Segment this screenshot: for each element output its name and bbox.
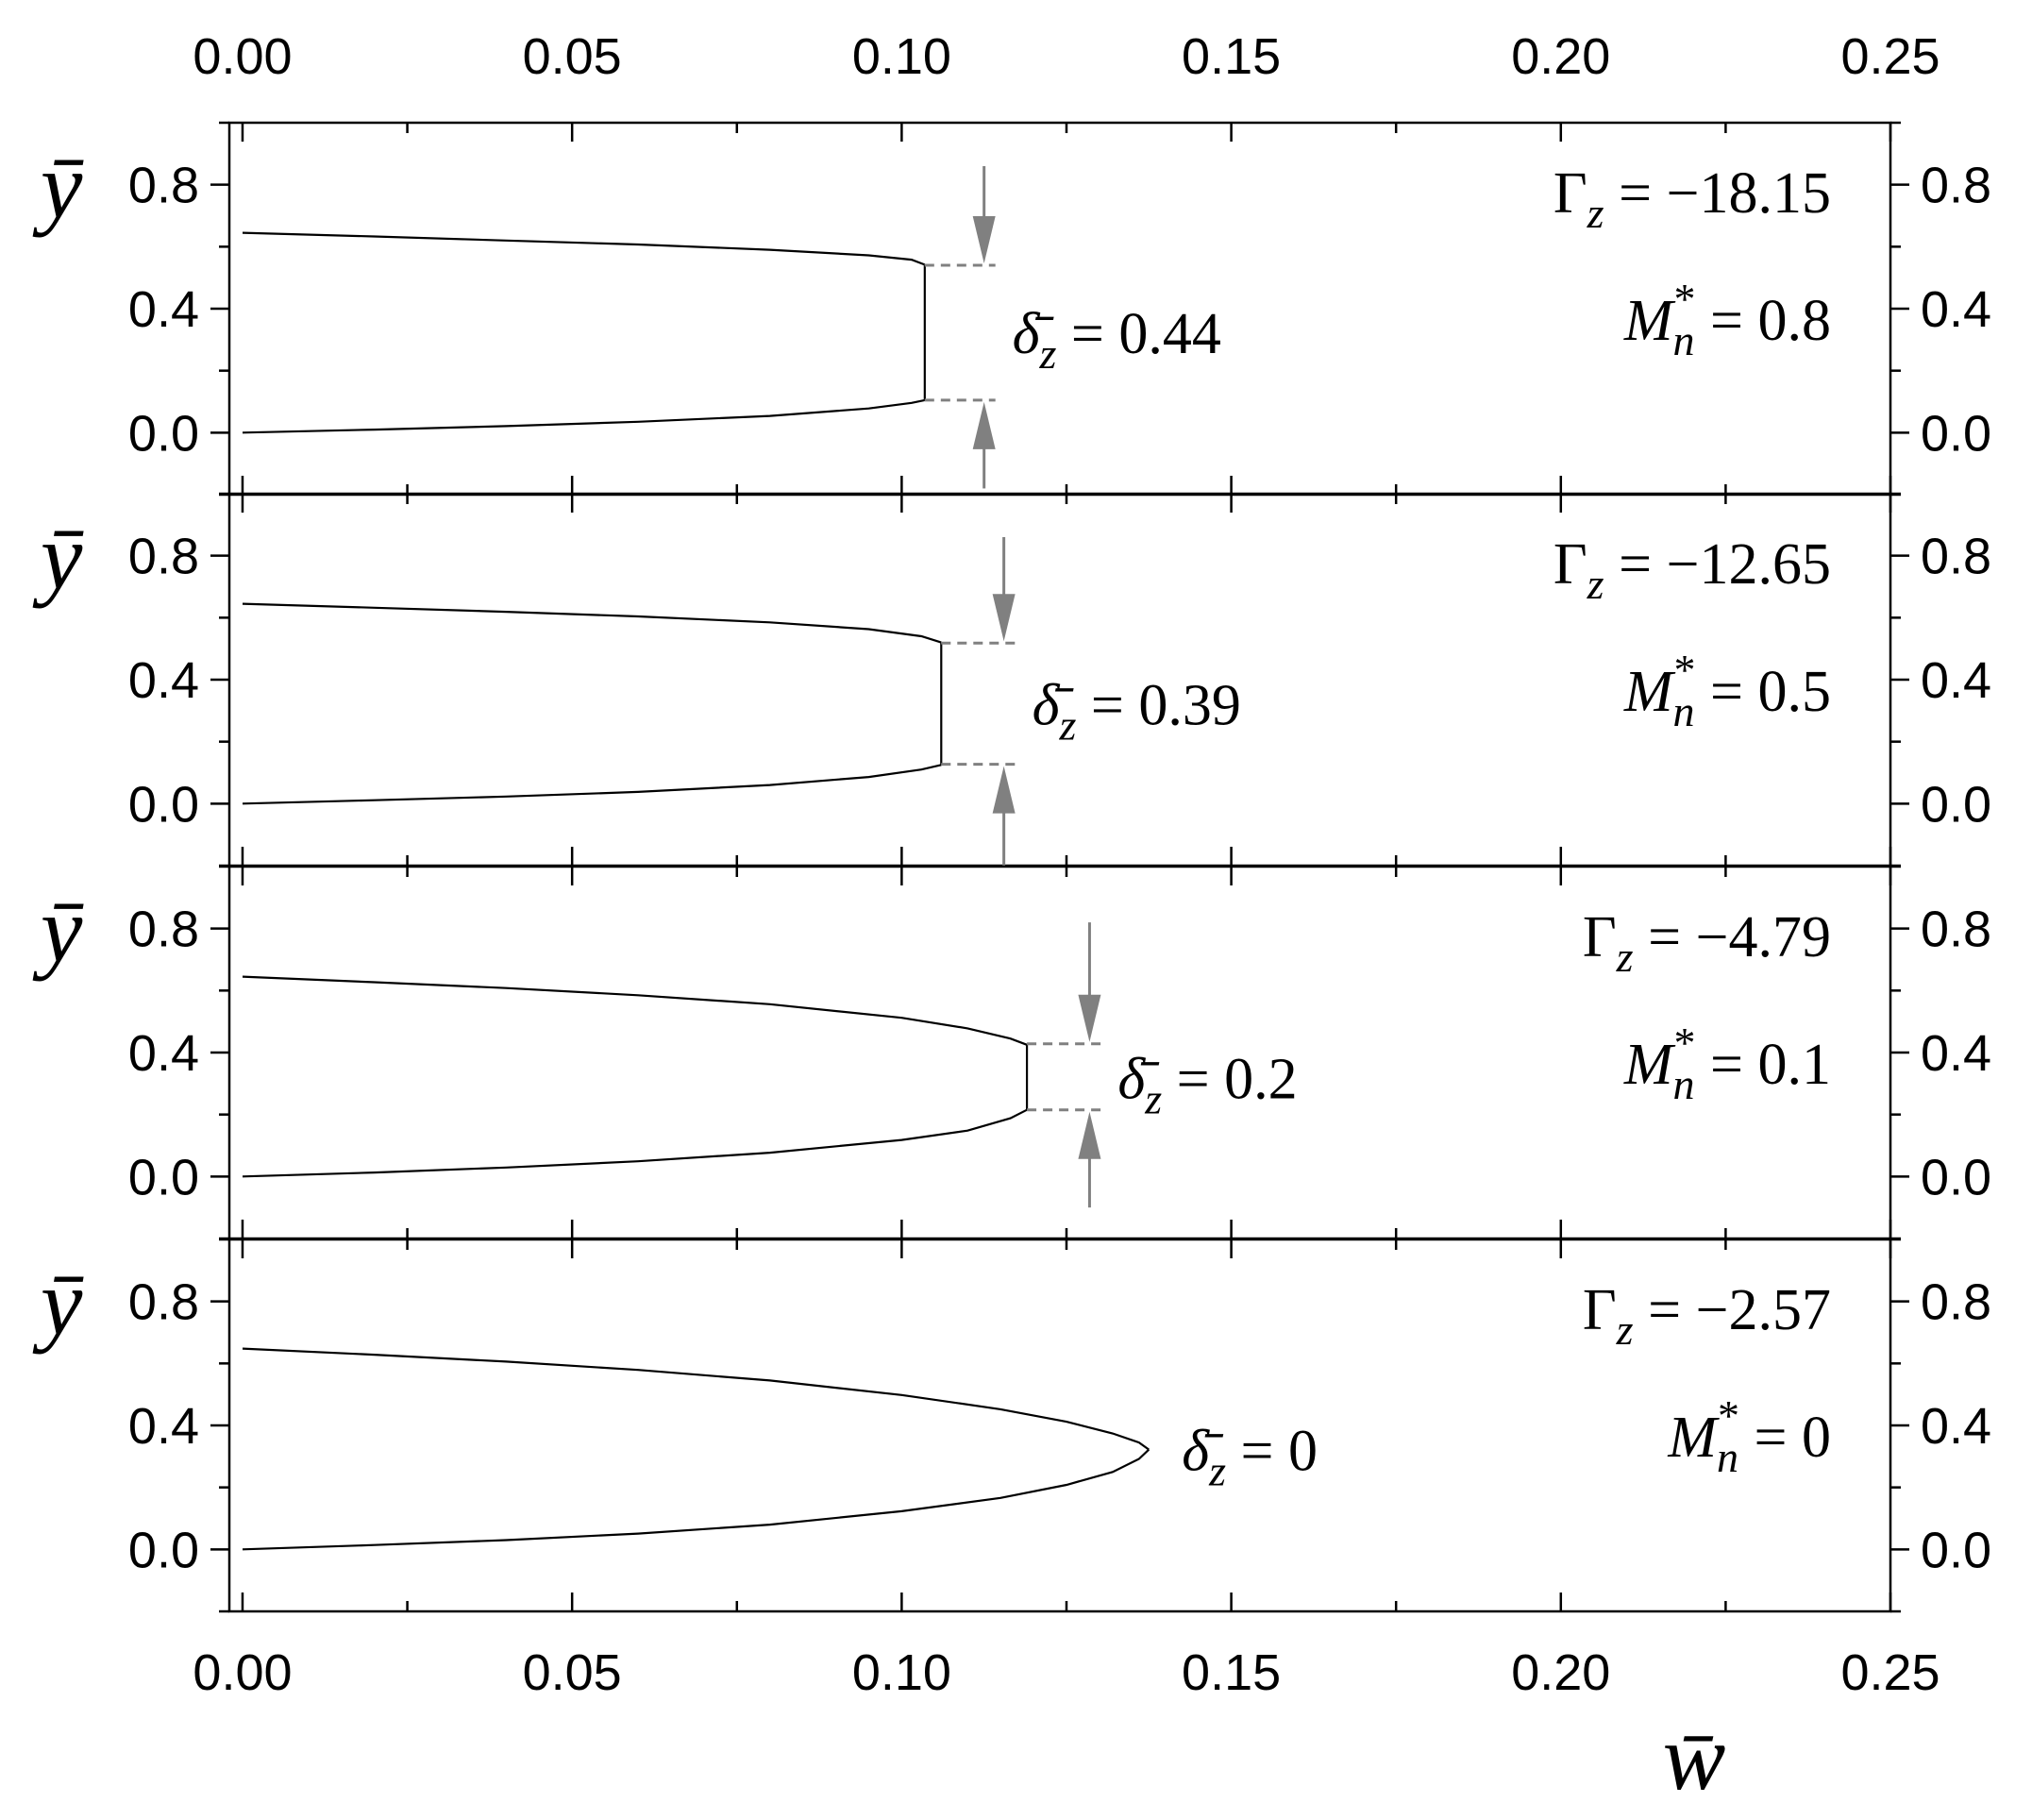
x-tick-label-bottom: 0.20	[1511, 1644, 1610, 1701]
x-tick-label-top: 0.10	[852, 28, 951, 85]
x-tick-label-bottom: 0.15	[1182, 1644, 1281, 1701]
y-axis-label: ȳ	[32, 1250, 84, 1355]
y-tick-label-right: 0.0	[1921, 1522, 1991, 1578]
gamma-label: Γz = −18.15	[1553, 161, 1831, 237]
y-tick-label-left: 0.4	[128, 1025, 199, 1082]
panels: 0.0 0.0 0.4 0.4 0.8 0.8 ȳ δ̄z = 0.44 Γz = −18.15…	[32, 121, 1991, 1613]
arrow-down-head	[1078, 994, 1101, 1042]
m-label: Mn* = 0.1	[1623, 1019, 1831, 1108]
lower-branch-line	[242, 398, 926, 434]
x-tick-label-top: 0.05	[523, 28, 622, 85]
gamma-label: Γz = −12.65	[1553, 532, 1831, 608]
delta-label: δ̄z = 0	[1182, 1420, 1318, 1495]
y-tick-label-right: 0.8	[1921, 902, 1991, 958]
m-label: Mn* = 0.8	[1623, 275, 1831, 364]
y-tick-label-left: 0.0	[128, 776, 199, 833]
y-tick-label-left: 0.0	[128, 1149, 199, 1205]
y-tick-label-left: 0.8	[128, 1274, 199, 1331]
y-tick-label-right: 0.8	[1921, 158, 1991, 214]
y-tick-label-right: 0.4	[1921, 652, 1991, 709]
y-axis-label: ȳ	[32, 133, 84, 238]
panel-1: 0.0 0.0 0.4 0.4 0.8 0.8 ȳ δ̄z = 0.44 Γz = −18.15…	[32, 121, 1991, 497]
y-tick-label-right: 0.4	[1921, 1025, 1991, 1082]
upper-branch-line	[242, 975, 1028, 1046]
y-tick-label-right: 0.0	[1921, 405, 1991, 462]
y-tick-label-left: 0.0	[128, 405, 199, 462]
y-tick-label-left: 0.8	[128, 158, 199, 214]
y-axis-label: ȳ	[32, 877, 84, 982]
m-label: Mn* = 0.5	[1623, 646, 1831, 735]
x-tick-label-top: 0.00	[193, 28, 292, 85]
y-tick-label-left: 0.4	[128, 281, 199, 338]
panel-3: 0.0 0.0 0.4 0.4 0.8 0.8 ȳ δ̄z = 0.2 Γz = −4.79 Mn…	[32, 865, 1991, 1240]
x-tick-label-bottom: 0.05	[523, 1644, 622, 1701]
y-tick-label-left: 0.0	[128, 1522, 199, 1578]
panel-2: 0.0 0.0 0.4 0.4 0.8 0.8 ȳ δ̄z = 0.39 Γz = −12.65…	[32, 492, 1991, 868]
y-tick-label-right: 0.4	[1921, 281, 1991, 338]
arrow-up-head	[1078, 1111, 1101, 1159]
y-tick-label-left: 0.8	[128, 529, 199, 585]
m-label: Mn* = 0	[1667, 1391, 1831, 1481]
lower-branch-line	[242, 764, 942, 805]
delta-label: δ̄z = 0.39	[1033, 673, 1241, 749]
y-tick-label-right: 0.0	[1921, 1149, 1991, 1205]
x-tick-label-bottom: 0.25	[1840, 1644, 1940, 1701]
y-tick-label-right: 0.4	[1921, 1398, 1991, 1455]
arrow-up-head	[972, 401, 996, 449]
arrow-down-head	[972, 216, 996, 264]
x-tick-label-top: 0.15	[1182, 28, 1281, 85]
arrow-down-head	[992, 594, 1016, 642]
y-axis-label: ȳ	[32, 504, 84, 609]
y-tick-label-right: 0.8	[1921, 1274, 1991, 1331]
x-axis-label: w̄	[1663, 1705, 1726, 1810]
gamma-label: Γz = −2.57	[1583, 1278, 1831, 1354]
upper-branch-line	[242, 231, 926, 266]
gamma-label: Γz = −4.79	[1583, 905, 1831, 981]
upper-branch-line	[242, 602, 942, 644]
panel-4: 0.0 0.0 0.4 0.4 0.8 0.8 ȳ δ̄z = 0 Γz = −2.57 Mn* …	[32, 1238, 1991, 1613]
top-x-tick-labels: 0.00 0.05 0.10 0.15 0.20 0.25	[193, 28, 1940, 85]
y-tick-label-left: 0.4	[128, 1398, 199, 1455]
x-tick-label-bottom: 0.10	[852, 1644, 951, 1701]
delta-label: δ̄z = 0.44	[1013, 302, 1221, 378]
upper-branch-line	[242, 1347, 1150, 1451]
lower-branch-line	[242, 1448, 1150, 1551]
x-tick-label-bottom: 0.00	[193, 1644, 292, 1701]
y-tick-label-right: 0.0	[1921, 776, 1991, 833]
arrow-up-head	[992, 766, 1016, 814]
bottom-x-tick-labels: 0.00 0.05 0.10 0.15 0.20 0.25	[193, 1644, 1940, 1701]
lower-branch-line	[242, 1108, 1028, 1178]
y-tick-label-left: 0.4	[128, 652, 199, 709]
x-tick-label-top: 0.25	[1840, 28, 1940, 85]
x-tick-label-top: 0.20	[1511, 28, 1610, 85]
delta-label: δ̄z = 0.2	[1117, 1047, 1297, 1122]
y-tick-label-left: 0.8	[128, 902, 199, 958]
y-tick-label-right: 0.8	[1921, 529, 1991, 585]
